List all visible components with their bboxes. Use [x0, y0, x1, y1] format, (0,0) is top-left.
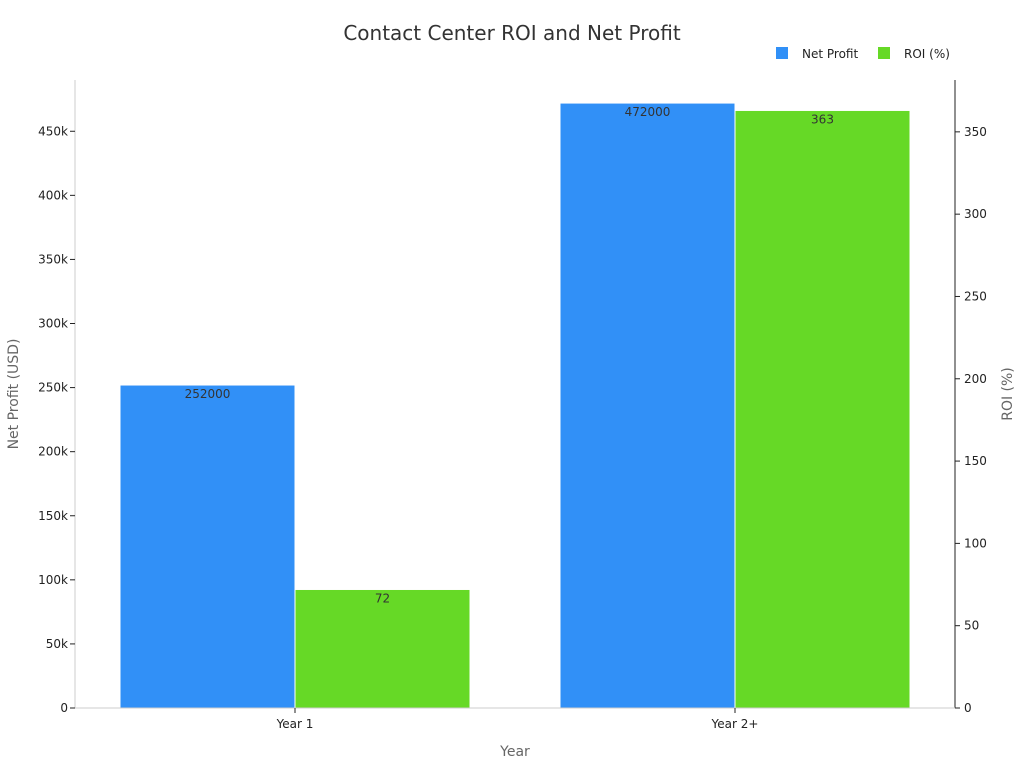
- legend-swatch: [776, 47, 788, 59]
- y-right-tick-label: 50: [964, 619, 979, 633]
- legend: Net Profit ROI (%): [776, 47, 950, 61]
- legend-label: ROI (%): [904, 47, 950, 61]
- x-axis-title: Year: [499, 744, 530, 760]
- legend-item: ROI (%): [878, 47, 950, 61]
- y-right-tick-label: 100: [964, 536, 987, 550]
- y-right-tick-label: 0: [964, 701, 972, 715]
- y-left-tick-label: 450k: [38, 124, 68, 138]
- axes-group: 0 50k 100k 150k 200k 250k 300k 350k 400k 450k 0 50 1…: [38, 80, 987, 731]
- data-label: 72: [375, 591, 390, 605]
- y-right-tick-label: 250: [964, 289, 987, 303]
- y-right-tick-label: 350: [964, 125, 987, 139]
- legend-swatch: [878, 47, 890, 59]
- y-left-tick-label: 350k: [38, 252, 68, 266]
- y-left-tick-label: 50k: [46, 637, 68, 651]
- data-label: 363: [811, 112, 834, 126]
- y-left-tick-label: 0: [60, 701, 68, 715]
- bars-group: [119, 102, 911, 709]
- legend-item: Net Profit: [776, 47, 858, 61]
- bar-net-profit-year-1: [119, 384, 296, 709]
- y-left-tick-label: 300k: [38, 317, 68, 331]
- y-left-tick-label: 250k: [38, 381, 68, 395]
- y-left-tick-label: 400k: [38, 188, 68, 202]
- y-left-tick-label: 200k: [38, 445, 68, 459]
- y-right-tick-label: 150: [964, 454, 987, 468]
- y-left-tick-label: 100k: [38, 573, 68, 587]
- y-left-tick-label: 150k: [38, 509, 68, 523]
- data-label: 252000: [185, 387, 231, 401]
- chart-title: Contact Center ROI and Net Profit: [343, 21, 681, 45]
- legend-label: Net Profit: [802, 47, 858, 61]
- y-axis-right-title: ROI (%): [1000, 367, 1016, 421]
- y-right-tick-label: 200: [964, 372, 987, 386]
- x-tick-label: Year 1: [276, 717, 314, 731]
- bar-roi-year-2: [734, 109, 911, 709]
- y-right-tick-label: 300: [964, 207, 987, 221]
- bar-net-profit-year-2: [559, 102, 736, 709]
- data-label: 472000: [625, 105, 671, 119]
- y-axis-left-title: Net Profit (USD): [6, 339, 22, 450]
- bar-roi-year-1: [294, 588, 471, 709]
- bar-labels-group: 252000 72 472000 363: [185, 105, 834, 605]
- x-tick-label: Year 2+: [711, 717, 759, 731]
